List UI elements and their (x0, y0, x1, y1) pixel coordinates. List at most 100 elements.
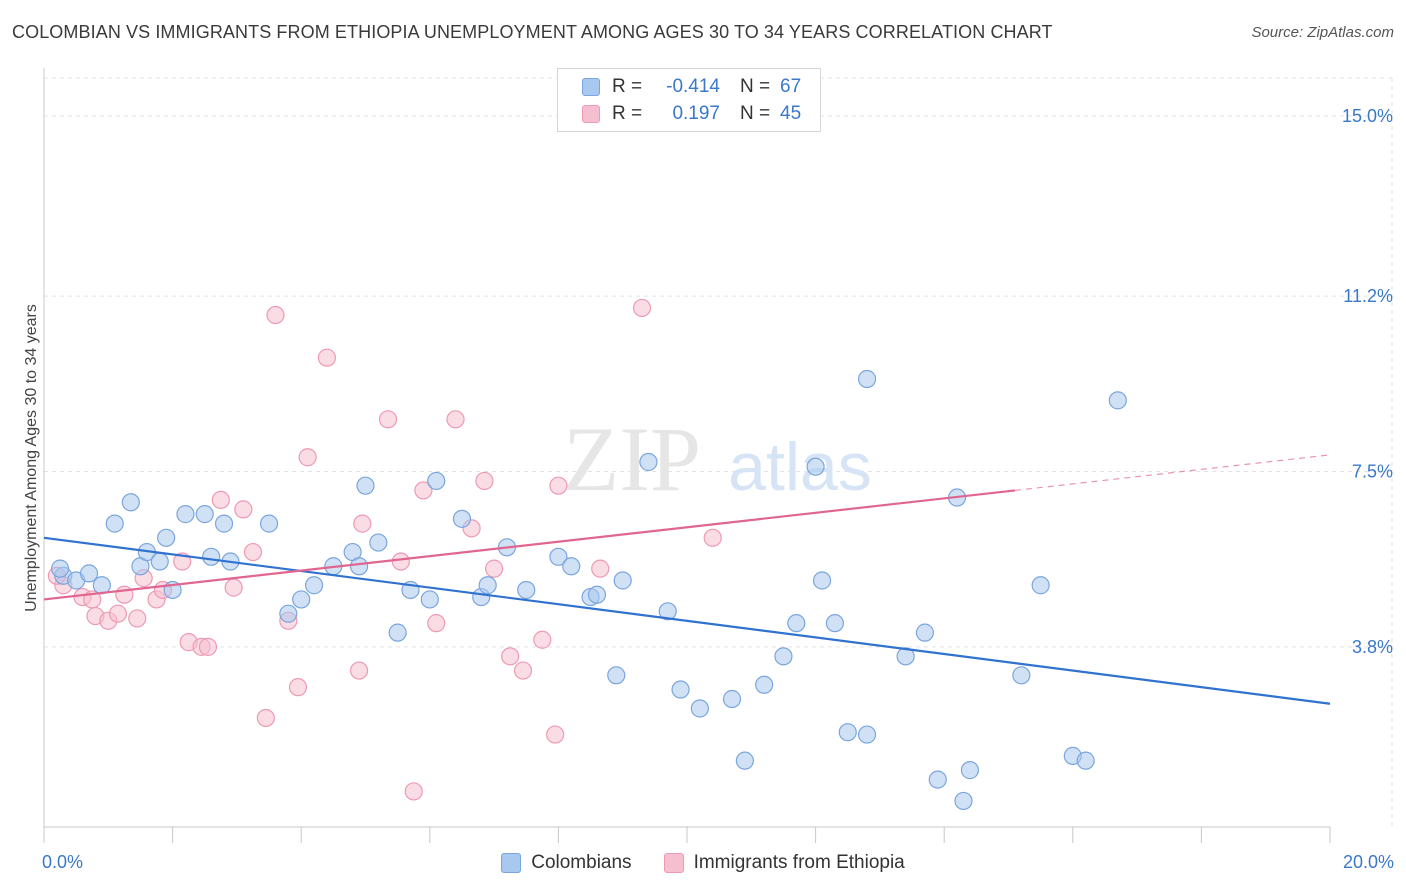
point-colombians (1108, 391, 1127, 410)
x-tick-label-max: 20.0% (1342, 852, 1394, 872)
point-colombians (304, 576, 324, 595)
series-legend: Colombians Immigrants from Ethiopia (0, 852, 1406, 874)
point-colombians (857, 725, 877, 744)
legend-r-label: R = (612, 76, 643, 97)
point-colombians (690, 699, 709, 718)
trendline-colombians (43, 536, 1331, 705)
point-colombians (452, 509, 472, 528)
point-ethiopia (533, 630, 552, 649)
point-colombians (671, 680, 690, 699)
point-colombians (549, 547, 568, 566)
point-colombians (1031, 576, 1050, 595)
point-colombians (838, 723, 857, 742)
point-colombians (658, 602, 677, 621)
point-colombians (1012, 666, 1031, 685)
point-colombians (50, 559, 70, 578)
point-colombians (349, 557, 369, 576)
point-colombians (214, 514, 234, 533)
point-colombians (787, 614, 806, 633)
point-colombians (613, 571, 632, 590)
point-ethiopia (378, 410, 398, 429)
point-ethiopia (391, 552, 410, 571)
point-colombians (202, 547, 221, 566)
legend-swatch-blue (582, 78, 600, 96)
legend-swatch-pink (663, 853, 684, 873)
point-ethiopia (703, 528, 722, 547)
point-ethiopia (211, 490, 230, 510)
legend-item-ethiopia[interactable]: Immigrants from Ethiopia (663, 852, 905, 874)
trendline-ethiopia-extension (1014, 454, 1331, 492)
point-colombians (517, 580, 536, 600)
y-tick-label: 11.2% (1343, 286, 1393, 306)
legend-n-label: N = (740, 76, 771, 97)
point-ethiopia (485, 559, 504, 578)
point-ethiopia (349, 661, 369, 680)
point-ethiopia (414, 481, 433, 500)
point-colombians (954, 791, 973, 811)
point-ethiopia (427, 614, 446, 633)
point-ethiopia (591, 559, 610, 578)
legend-item-colombians[interactable]: Colombians (501, 852, 632, 874)
y-tick-labels: 3.8% 7.5% 11.2% 15.0% (1342, 106, 1393, 657)
point-colombians (825, 614, 844, 633)
legend-row-ethiopia: R = 0.197 N = 45 (582, 101, 801, 127)
chart-title: COLOMBIAN VS IMMIGRANTS FROM ETHIOPIA UN… (12, 22, 1053, 42)
y-tick-label: 7.5% (1352, 461, 1393, 481)
point-colombians (478, 576, 497, 595)
legend-n-value: 67 (780, 76, 802, 97)
point-ethiopia (266, 305, 285, 325)
point-ethiopia (446, 410, 465, 429)
point-colombians (427, 471, 446, 491)
point-colombians (279, 604, 298, 623)
correlation-legend: R = -0.414 N = 67 R = 0.197 N = 45 (557, 68, 821, 132)
point-colombians (1076, 751, 1095, 770)
point-colombians (292, 590, 311, 609)
point-ethiopia (288, 678, 308, 697)
source-label: Source: ZipAtlas.com (1251, 24, 1394, 41)
watermark-zip: ZIP (563, 408, 701, 510)
point-colombians (259, 514, 279, 533)
point-ethiopia (298, 448, 317, 467)
legend-r-value: 0.197 (672, 103, 720, 124)
point-colombians (774, 647, 793, 666)
legend-n-label: N = (740, 103, 771, 124)
point-colombians (639, 452, 658, 472)
legend-r-label: R = (612, 103, 643, 124)
point-ethiopia (243, 542, 263, 562)
point-colombians (388, 623, 407, 642)
point-colombians (928, 770, 947, 789)
points-immigrants-from-ethiopia (47, 298, 722, 801)
point-colombians (157, 528, 176, 547)
point-ethiopia (501, 647, 520, 666)
point-colombians (960, 761, 980, 780)
point-colombians (420, 590, 439, 609)
axes (43, 68, 1331, 843)
point-colombians (150, 552, 169, 571)
legend-swatch-blue (501, 853, 522, 873)
point-colombians (735, 751, 754, 770)
point-ethiopia (549, 476, 568, 495)
point-colombians (722, 689, 742, 709)
point-colombians (812, 571, 832, 590)
point-ethiopia (632, 298, 652, 318)
point-ethiopia (513, 661, 533, 680)
x-tick-label-min: 0.0% (42, 852, 84, 872)
point-colombians (755, 675, 774, 694)
point-ethiopia (475, 471, 494, 491)
point-ethiopia (128, 609, 147, 628)
point-colombians (562, 557, 581, 576)
y-tick-label: 15.0% (1342, 106, 1393, 126)
point-colombians (915, 623, 935, 642)
watermark-atlas: atlas (728, 429, 872, 505)
legend-n-value: 45 (780, 103, 802, 124)
point-colombians (79, 564, 99, 583)
point-ethiopia (256, 708, 275, 728)
point-colombians (806, 457, 825, 476)
y-tick-label: 3.8% (1352, 637, 1393, 657)
point-colombians (176, 505, 195, 524)
point-colombians (857, 369, 877, 389)
point-ethiopia (198, 637, 218, 656)
grid-lines (44, 77, 1393, 827)
legend-row-colombians: R = -0.414 N = 67 (582, 74, 801, 100)
